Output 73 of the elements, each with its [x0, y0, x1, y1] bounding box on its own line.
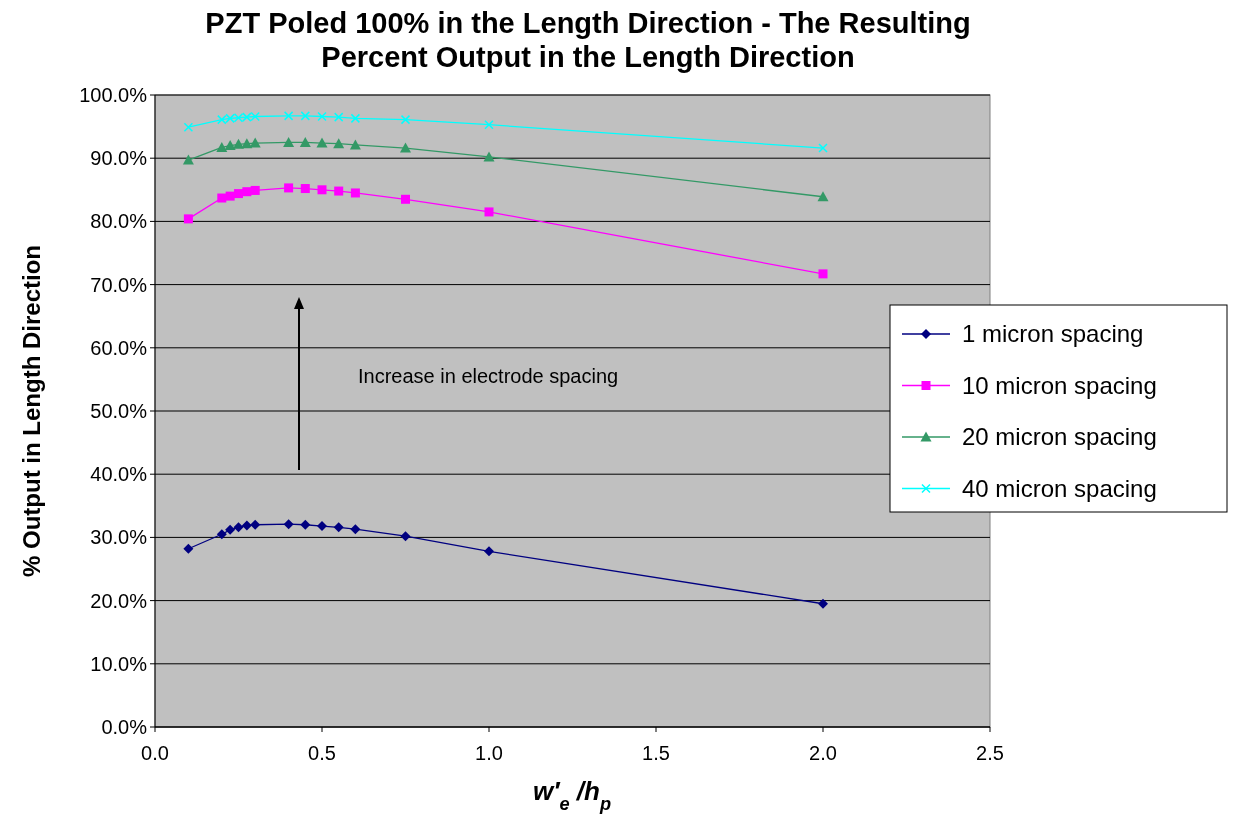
y-tick-label: 50.0% — [90, 400, 148, 422]
x-tick-label: 0.0 — [141, 742, 169, 764]
point — [241, 138, 253, 149]
point — [216, 141, 228, 152]
point — [818, 598, 828, 609]
point — [317, 185, 327, 195]
point — [317, 111, 327, 122]
y-tick-label: 80.0% — [90, 210, 148, 233]
point — [233, 138, 244, 149]
point — [317, 521, 327, 532]
point — [250, 185, 260, 195]
point — [350, 188, 360, 198]
x-tick-label: 2.0 — [809, 742, 837, 764]
point — [300, 184, 310, 194]
y-tick-label: 60.0% — [90, 336, 148, 359]
chart-title: PZT Poled 100% in the Length Direction - The Resulting Percent Output in the Length Direction — [205, 7, 971, 73]
x-axis-title: w′$_{e}$ /h$_{p}$ — [532, 776, 612, 814]
point — [216, 529, 227, 540]
point — [333, 112, 344, 122]
point — [283, 519, 294, 530]
y-tick-label: 0.0% — [101, 716, 148, 738]
y-tick-label: 30.0% — [90, 526, 148, 549]
point — [225, 524, 236, 535]
point — [334, 186, 344, 196]
point — [400, 142, 411, 153]
point — [217, 193, 227, 203]
point — [241, 520, 252, 531]
y-tick-label: 100.0% — [79, 84, 148, 106]
annotation: Increase in electrode spacing — [358, 365, 619, 387]
point — [300, 111, 311, 121]
legend-label: 20 micron spacing — [962, 423, 1157, 450]
point — [300, 519, 311, 530]
point — [400, 114, 411, 125]
y-tick-label: 70.0% — [90, 273, 148, 296]
point — [183, 214, 193, 224]
point — [484, 119, 494, 130]
point — [484, 546, 494, 557]
point — [350, 524, 361, 535]
point — [233, 522, 244, 533]
point — [283, 136, 295, 147]
point — [333, 522, 344, 533]
legend-label: 10 micron spacing — [962, 371, 1157, 399]
y-tick-label: 20.0% — [90, 589, 148, 612]
point — [183, 543, 194, 554]
point — [350, 113, 361, 124]
point — [484, 207, 494, 217]
point — [817, 191, 829, 202]
x-tick-label: 1.5 — [642, 742, 670, 764]
y-axis-title: % Output in Length Direction — [18, 245, 45, 577]
x-tick-label: 0.5 — [308, 742, 336, 764]
legend-label: 1 micron spacing — [962, 320, 1144, 347]
x-tick-label: 1.0 — [475, 742, 503, 764]
y-tick-label: 90.0% — [90, 147, 148, 170]
point — [249, 137, 261, 148]
y-tick-label: 40.0% — [90, 463, 148, 486]
point — [224, 140, 236, 151]
legend-label: 40 micron spacing — [962, 474, 1157, 502]
point — [299, 136, 311, 147]
point — [183, 122, 194, 132]
point — [818, 143, 828, 153]
point — [483, 151, 495, 162]
point — [182, 154, 194, 165]
point — [283, 111, 294, 121]
point — [349, 139, 361, 150]
point — [818, 269, 828, 279]
point — [400, 531, 411, 542]
point — [250, 519, 261, 530]
point — [401, 194, 410, 204]
y-tick-label: 10.0% — [90, 652, 148, 675]
point — [333, 138, 345, 149]
x-tick-label: 2.5 — [976, 742, 1004, 764]
point — [316, 137, 328, 148]
point — [284, 183, 294, 193]
